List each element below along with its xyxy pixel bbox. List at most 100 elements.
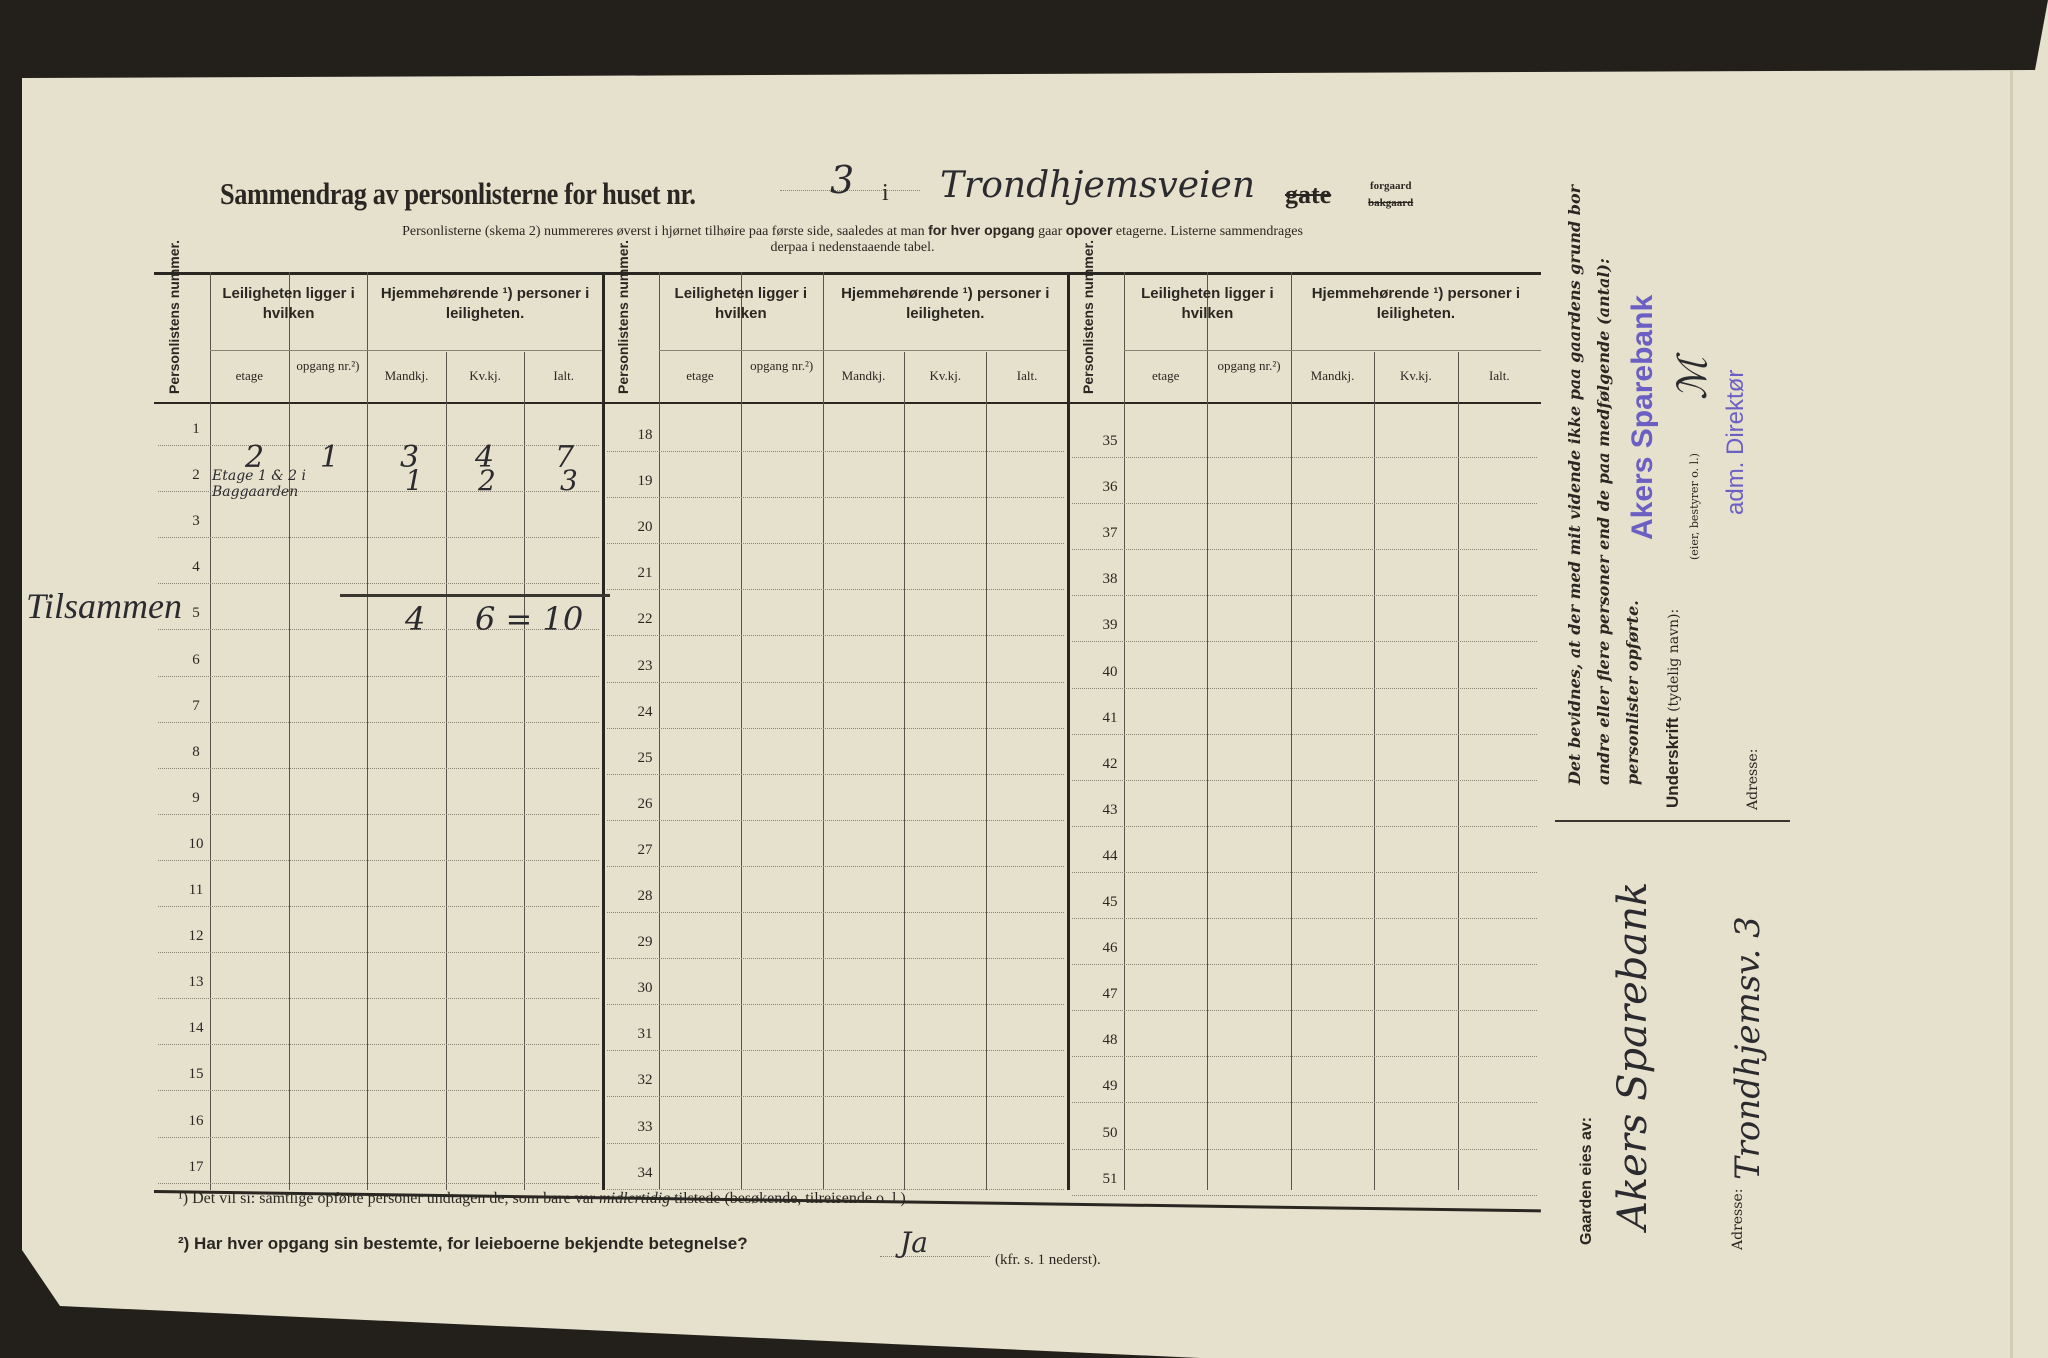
row-dotline (1072, 457, 1537, 458)
row-number: 3 (192, 513, 200, 530)
bakgaard-struck: bakgaard (1368, 197, 1414, 209)
header-mandkj: Mandkj. (384, 368, 429, 383)
row-number: 32 (637, 1072, 653, 1089)
row-dotline (158, 583, 599, 585)
row-dotline (158, 721, 599, 723)
signature-field[interactable]: Underskrift (tydelig navn): (1663, 609, 1683, 808)
row-dotline (158, 952, 599, 954)
header-personlistens-nummer: Personlistens nummer. (615, 239, 631, 394)
row-dotline (1072, 733, 1537, 735)
header-opgang: opgang nr.²) (296, 358, 360, 373)
row-number: 40 (1102, 663, 1118, 680)
certification-rule (1555, 820, 1790, 822)
row-dotline (158, 445, 599, 446)
header-ialt: Ialt. (1016, 368, 1038, 383)
row-dotline (1072, 549, 1537, 551)
row-number: 36 (1102, 479, 1118, 496)
row-number: 2 (192, 467, 200, 484)
row-number: 9 (192, 789, 200, 806)
row1-mandkj: 3 (400, 440, 420, 475)
column-line (904, 352, 906, 1190)
row-dotline (607, 635, 1064, 637)
total-label: Tilsammen (26, 586, 183, 626)
column-line (445, 352, 447, 1190)
row-number: 30 (637, 980, 653, 997)
column-line (1124, 272, 1125, 1190)
signature-hint: (tydelig navn): (1666, 608, 1682, 712)
row-number: 37 (1102, 525, 1118, 542)
row-dotline (158, 813, 599, 815)
instructions: Personlisterne (skema 2) nummereres øver… (220, 222, 1485, 256)
row-number: 5 (192, 605, 200, 622)
row-number: 45 (1102, 894, 1118, 910)
row-number: 23 (637, 657, 653, 674)
row-number: 34 (637, 1164, 653, 1181)
row-dotline (607, 1050, 1064, 1052)
row-number: 18 (637, 427, 653, 443)
row-number: 35 (1102, 433, 1118, 449)
title-dotline (780, 190, 920, 191)
row-number: 22 (637, 611, 653, 628)
footnote-italic: midlertidig (599, 1190, 671, 1207)
row2-ialt: 3 (560, 464, 578, 497)
role-hint: (eier, bestyrer o. l.) (1688, 453, 1701, 560)
row-number: 8 (192, 743, 200, 760)
gate-struck: gate (1285, 180, 1332, 209)
row-dotline (1072, 825, 1537, 827)
row-dotline (158, 675, 599, 677)
row-number: 51 (1102, 1170, 1118, 1187)
row-number: 29 (637, 934, 653, 951)
row-dotline (607, 727, 1064, 729)
row-dotline (607, 1096, 1064, 1098)
row-dotline (1072, 687, 1537, 689)
row-dotline (1072, 595, 1537, 597)
page-fold (2010, 70, 2013, 1358)
column-line (210, 272, 211, 1190)
row-number: 11 (188, 882, 204, 898)
header-opgang: opgang nr.²) (1217, 358, 1281, 373)
row-dotline (607, 451, 1064, 452)
header-ialt: Ialt. (1489, 368, 1510, 383)
row-dotline (607, 1188, 1064, 1190)
row-number: 16 (188, 1112, 204, 1129)
row-dotline (607, 681, 1064, 683)
row-number: 15 (188, 1066, 204, 1083)
row-dotline (158, 1182, 599, 1184)
row-number: 39 (1102, 617, 1118, 634)
row1-kvkj: 4 (475, 440, 495, 475)
row-number: 31 (637, 1026, 653, 1043)
stamp-title: adm. Direktør (1722, 369, 1749, 515)
total-rule (340, 594, 610, 597)
row-number: 21 (637, 565, 653, 582)
row-dotline (607, 958, 1064, 960)
column-line (740, 272, 742, 1190)
group-header-rule (1124, 350, 1541, 351)
row1-etage: 2 (245, 440, 265, 475)
header-opgang: opgang nr.²) (750, 358, 814, 373)
header-kvkj: Kv.kj. (469, 368, 501, 383)
row-dotline (1072, 1102, 1537, 1104)
row-dotline (1072, 964, 1537, 966)
row-dotline (1072, 1194, 1537, 1196)
signature-label: Underskrift (1663, 717, 1682, 808)
cert-line-1: Det bevidnes, at der med mit vidende ikk… (1565, 184, 1584, 785)
row1-opgang: 1 (320, 440, 340, 475)
footnote-text: ¹) Det vil si: samtlige opførte personer… (178, 1190, 600, 1207)
row-number: 24 (637, 703, 653, 720)
title-text: Sammendrag av personlisterne for huset n… (220, 176, 696, 211)
row2-mandkj: 1 (405, 464, 423, 497)
total-mandkj: 4 (405, 600, 426, 638)
column-line (1207, 272, 1209, 1190)
total-kvkj-ialt: 6 = 10 (475, 600, 584, 638)
row-number: 48 (1102, 1032, 1118, 1049)
header-leiligheten: Leiligheten ligger i hvilken (222, 285, 355, 322)
row1-ialt: 7 (555, 440, 575, 475)
header-hjemmehorende: Hjemmehørende ¹) personer i leiligheten. (1311, 285, 1521, 322)
header-personlistens-nummer: Personlistens nummer. (1080, 239, 1096, 394)
row2-kvkj: 2 (478, 464, 496, 497)
group-header-rule (210, 350, 603, 351)
header-kvkj: Kv.kj. (1400, 368, 1432, 383)
row-dotline (158, 1044, 599, 1046)
header-etage: etage (686, 368, 714, 383)
